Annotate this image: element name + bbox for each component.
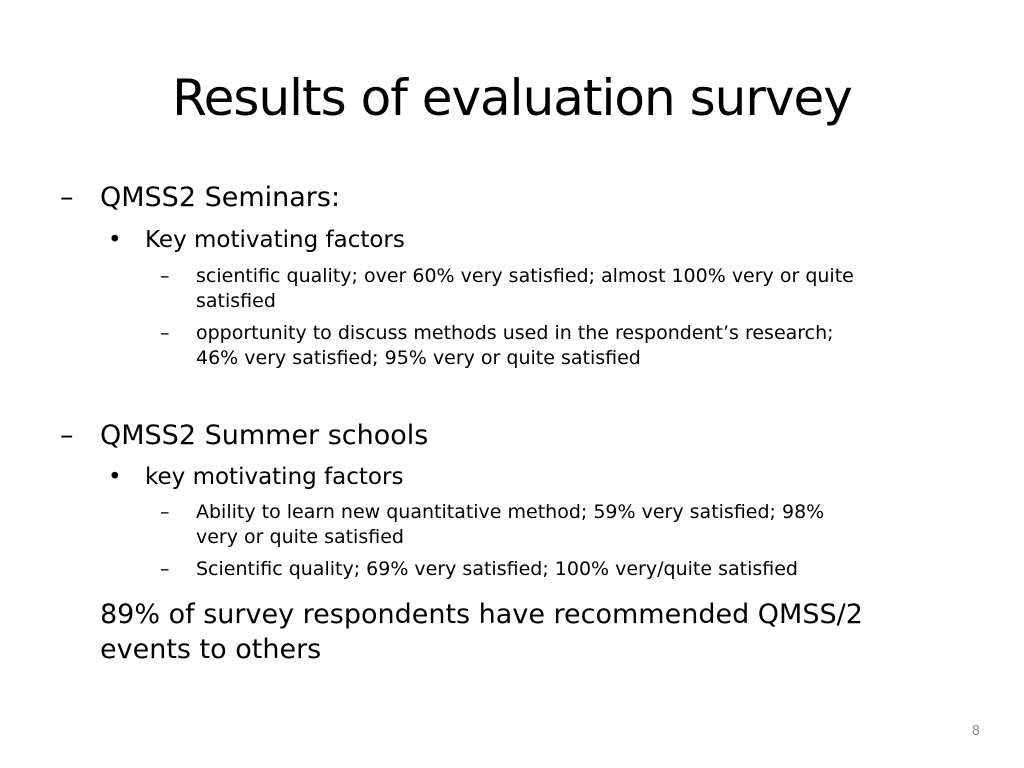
section-dash: –: [60, 420, 74, 451]
section-dash: –: [60, 182, 74, 213]
sub-point-dash: –: [160, 265, 170, 287]
sub-point-line: Scientific quality; 69% very satisfied; …: [196, 558, 798, 580]
bullet-text: Key motivating factors: [145, 227, 405, 253]
section-heading: QMSS2 Summer schools: [100, 420, 429, 451]
bullet-dot: •: [108, 227, 122, 253]
summary-line: 89% of survey respondents have recommend…: [100, 599, 863, 630]
slide-title: Results of evaluation survey: [172, 69, 853, 127]
sub-point-dash: –: [160, 558, 170, 580]
sub-point-line: very or quite satisfied: [196, 526, 404, 548]
bullet-dot: •: [108, 464, 122, 490]
sub-point-line: scientific quality; over 60% very satisf…: [196, 265, 854, 287]
sub-point-line: 46% very satisfied; 95% very or quite sa…: [196, 347, 641, 369]
slide-number: 8: [971, 724, 980, 739]
sub-point-dash: –: [160, 322, 170, 344]
sub-point-line: opportunity to discuss methods used in t…: [196, 322, 834, 344]
bullet-text: key motivating factors: [145, 464, 404, 490]
section-heading: QMSS2 Seminars:: [100, 182, 341, 213]
sub-point-line: Ability to learn new quantitative method…: [196, 501, 825, 523]
sub-point-line: satisfied: [196, 290, 276, 312]
sub-point-dash: –: [160, 501, 170, 523]
summary-line: events to others: [100, 634, 322, 665]
